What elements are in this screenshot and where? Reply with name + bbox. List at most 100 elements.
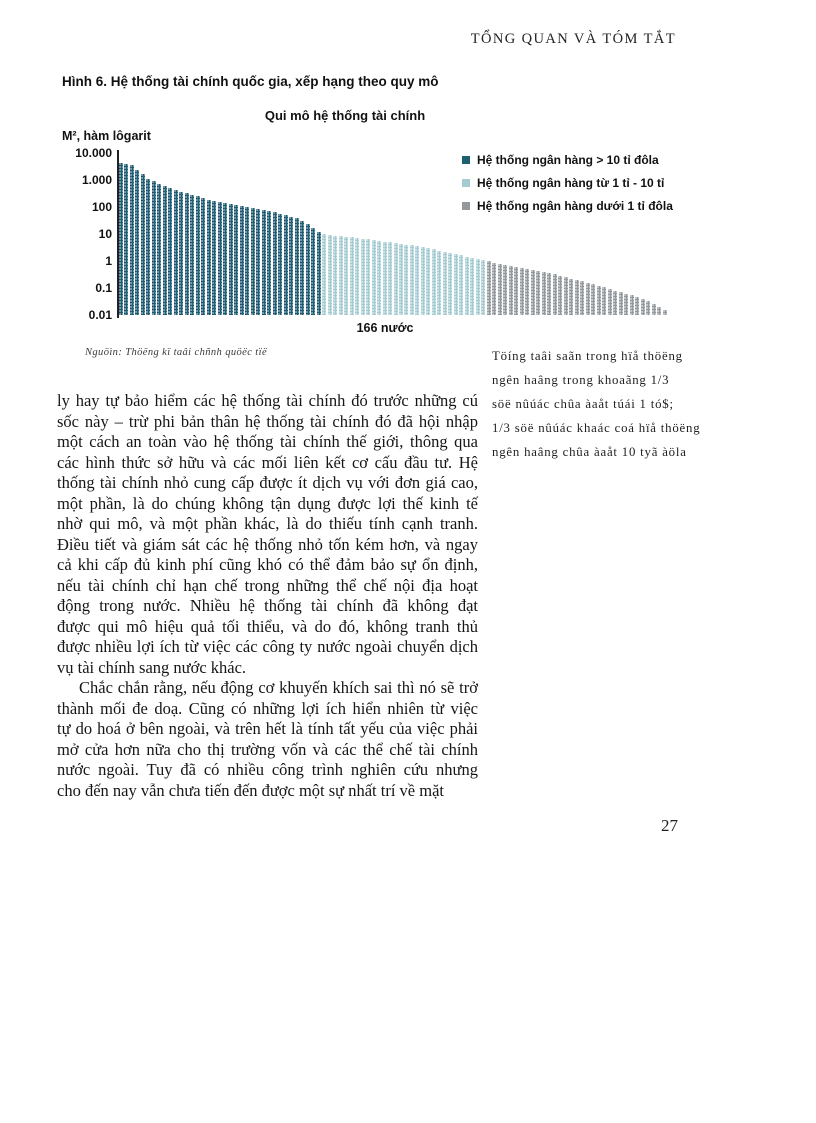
text-line: cho đến nay vẫn chưa tiến đến được một s… [57,780,444,800]
x-axis-label: 166 nước [356,321,414,335]
bar [398,243,403,315]
text-line: Điều tiết và giám sát các hệ thống nhỏ t… [57,534,478,554]
text-line: Chắc chắn rằng, nếu động cơ khuyến khích… [79,678,478,697]
figure-title: Hình 6. Hệ thống tài chính quốc gia, xếp… [62,74,439,89]
bar [228,204,233,315]
bar [184,193,189,315]
bar [393,243,398,315]
legend-label: Hệ thống ngân hàng > 10 tỉ đôla [477,152,659,167]
bar [371,240,376,315]
bar [519,267,524,315]
bar [300,220,305,315]
bar [657,306,662,315]
bar [530,269,535,315]
bar [525,268,530,315]
bar [179,191,184,315]
bar [119,163,123,315]
bar [646,301,651,315]
page-header: TỔNG QUAN VÀ TÓM TẮT [470,31,676,47]
page-number: 27 [661,816,678,835]
text-line: ly hay tự bảo hiểm các hệ thống tài chín… [57,391,478,410]
bar [629,295,634,315]
margin-note-line: 1/3 söë nûúác khaác coá hïå thöëng [492,421,701,435]
text-line: sốc này – trừ phi bản thân hệ thống tài … [57,411,478,431]
bar [333,235,338,315]
bar [338,236,343,315]
margin-note-line: ngên haâng trong khoaãng 1/3 [492,373,670,387]
text-line: vụ tài chính sang nước khác. [57,657,247,677]
bar [388,242,392,315]
bar [261,209,266,315]
y-tick-label: 1 [105,254,112,268]
text-line: một phần, là do chúng không tận dụng đượ… [57,493,478,513]
text-line: một cách an toàn vào hệ thống tài chính … [57,432,478,451]
legend: Hệ thống ngân hàng > 10 tỉ đôla Hệ thống … [462,148,673,217]
bar [569,278,574,315]
bar-chart-plot [119,153,668,315]
bar [415,246,420,315]
legend-item: Hệ thống ngân hàng > 10 tỉ đôla [462,148,673,171]
bar [250,207,255,315]
bar [146,179,151,315]
y-tick-label: 10 [98,227,112,241]
bar [316,231,321,315]
legend-item: Hệ thống ngân hàng dưới 1 tỉ đôla [462,194,673,217]
y-axis-ticks: 10.000 1.000 100 10 1 0.1 0.01 [40,146,112,322]
bar [327,234,332,315]
bar [245,207,250,315]
legend-item: Hệ thống ngân hàng từ 1 tỉ - 10 tỉ [462,171,673,194]
bar [168,188,173,315]
text-line: thành mối đe doạ. Cũng có những lợi ích … [57,698,478,718]
bar [624,293,629,315]
bar [426,248,431,315]
bar [140,174,145,315]
bar [366,239,371,315]
bar [201,197,206,315]
bar [223,203,228,315]
bar [234,205,239,315]
bar [662,309,667,315]
text-line: nếu tài chính chỉ hạn chế trong những th… [57,575,478,595]
bar [344,236,349,315]
bar [459,255,464,315]
bar [124,164,129,315]
bar [442,251,447,315]
legend-swatch-icon [462,155,470,164]
bar [409,245,414,315]
bar [618,292,623,315]
bar [349,237,354,315]
bar [322,234,327,315]
bar [135,169,140,315]
text-line: mở cửa hơn nữa cho thị trường vốn và các… [57,739,478,759]
bar [162,185,167,315]
y-tick-label: 10.000 [75,146,112,160]
bar [635,297,640,315]
bar [497,263,502,315]
bar [580,281,585,315]
bar [382,241,387,315]
legend-label: Hệ thống ngân hàng từ 1 tỉ - 10 tỉ [477,175,665,190]
source-note: Nguöìn: Thöëng kï taâi chñnh quöëc tïë [85,347,268,358]
bar [437,250,442,315]
bar [613,290,618,315]
bar [514,266,519,315]
text-line: các hình thức sở hữu và các mối liên kết… [57,452,478,472]
bar [267,210,272,315]
bar [278,213,283,315]
bar [503,264,508,315]
text-line: nhờ qui mô, và một phần khác, là do thiế… [57,514,478,533]
bar [272,212,277,315]
bar [256,208,261,315]
y-tick-label: 0.1 [95,281,112,295]
bar [574,280,579,315]
margin-note-line: ngên haâng chûa àaåt 10 tyã àöla [492,445,687,459]
bar [547,272,552,315]
bar [239,206,244,315]
text-line: động trong nước. Nhiều hệ thống tài chín… [57,596,478,615]
y-tick-label: 0.01 [88,308,112,322]
bar [552,274,557,315]
bar [217,202,222,315]
bar [360,238,365,315]
bar [420,247,425,315]
